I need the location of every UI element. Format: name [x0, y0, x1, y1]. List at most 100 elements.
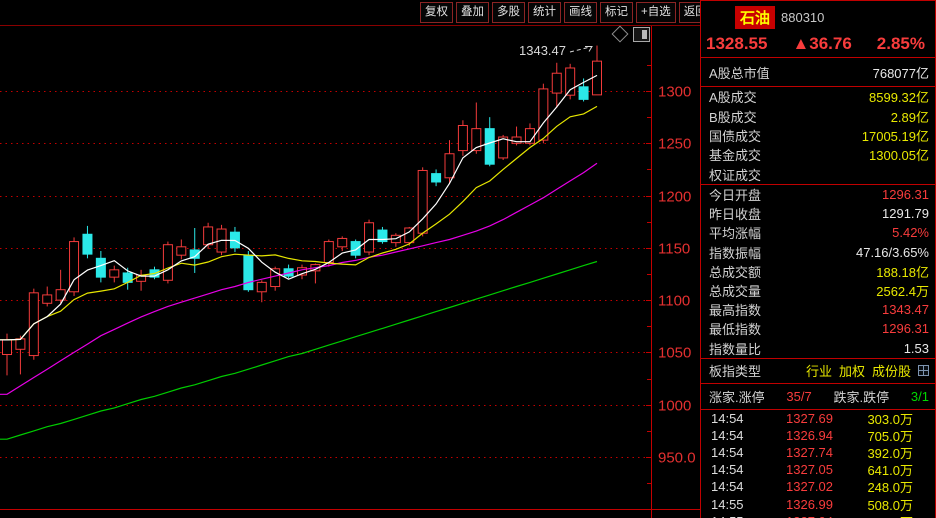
toolbar-button-4[interactable]: 画线 [564, 2, 597, 23]
tick-row: 14:55 1326.99 508.0万 [701, 496, 935, 513]
ma-line-MA-short [0, 74, 598, 341]
stat-row: 指数振幅 47.16/3.65% [701, 243, 935, 262]
candle [15, 338, 26, 350]
stat-row: 昨日收盘 1291.79 [701, 204, 935, 223]
stock-code: 880310 [781, 10, 825, 25]
candle [256, 281, 267, 293]
stat-value: 1.53 [903, 340, 929, 356]
toolbar-button-0[interactable]: 复权 [420, 2, 453, 23]
quote-panel: 石油 880310 1328.55 ▲36.76 2.85% A股总市值 768… [700, 0, 936, 518]
y-axis-label: 950.0 [658, 450, 696, 467]
tick-row: 14:551327.04573.0万 [701, 513, 935, 518]
stat-value: 1296.31 [882, 187, 929, 203]
stat-value: 1300.05亿 [869, 148, 929, 164]
tick-volume: 641.0万 [867, 463, 913, 479]
candlestick-layer [2, 45, 602, 376]
board-type-constituents[interactable]: 成份股 [871, 364, 911, 380]
y-axis-label: 1050 [658, 345, 691, 362]
candle [538, 88, 549, 141]
toolbar-button-6[interactable]: +自选 [636, 2, 676, 23]
candle [42, 294, 53, 304]
candle [377, 229, 388, 243]
stock-name[interactable]: 石油 [735, 6, 776, 29]
decliners-value: 3/1 [910, 388, 929, 404]
candle [404, 227, 415, 244]
stat-label: 板指类型 [709, 364, 762, 380]
stat-label: 指数振幅 [709, 245, 762, 261]
constituents-grid-icon[interactable] [918, 365, 929, 377]
candle [471, 128, 482, 152]
kline-chart[interactable]: 1300 1250 1200 1150 1100 1050 1000 950.0 1343.47 [0, 26, 700, 518]
tick-list[interactable]: 14:54 1327.69 303.0万 14:54 1326.94 705.0万 14:5… [701, 410, 935, 518]
last-price: 1328.55 [706, 34, 768, 53]
candle [484, 128, 495, 165]
tick-price: 1326.94 [786, 427, 833, 443]
market-cap-row: A股总市值 768077亿 [701, 58, 935, 87]
stat-row: 总成交量 2562.4万 [701, 281, 935, 300]
ma-line-MA-mid [0, 105, 598, 341]
stat-label: 总成交量 [709, 283, 762, 299]
stat-row: B股成交 2.89亿 [701, 106, 935, 125]
tick-volume: 303.0万 [867, 411, 913, 427]
candle [417, 169, 428, 234]
stat-row: 国债成交 17005.19亿 [701, 126, 935, 145]
advance-decline-row: 涨家.涨停 35/7 跌家.跌停 3/1 [701, 384, 935, 410]
tick-volume: 248.0万 [867, 480, 913, 496]
stat-label: 平均涨幅 [709, 226, 762, 242]
tick-row: 14:54 1326.94 705.0万 [701, 427, 935, 444]
index-stats-section: 今日开盘 1296.31 昨日收盘 1291.79 平均涨幅 5.42% 指数振幅 47.16… [701, 185, 935, 359]
stat-label: 国债成交 [709, 128, 762, 144]
period-high-annotation: 1343.47 [519, 43, 593, 58]
tick-price: 1327.74 [786, 445, 833, 461]
candle [578, 86, 589, 100]
stat-value: 8599.32亿 [869, 90, 929, 106]
y-axis-label: 1200 [658, 189, 691, 206]
tick-row: 14:54 1327.74 392.0万 [701, 444, 935, 461]
toolbar-button-1[interactable]: 叠加 [456, 2, 489, 23]
toolbar-button-3[interactable]: 统计 [528, 2, 561, 23]
stat-value: 188.18亿 [876, 264, 929, 280]
stat-row: 基金成交 1300.05亿 [701, 145, 935, 164]
stat-label: 最高指数 [709, 303, 762, 319]
candle [176, 246, 187, 256]
tick-time: 14:55 [711, 496, 744, 512]
board-type-weighted[interactable]: 加权 [838, 364, 865, 380]
stat-row: 权证成交 [701, 165, 935, 184]
tick-time: 14:54 [711, 410, 744, 426]
stat-value: 1343.47 [882, 302, 929, 318]
ma-line-MA-long [0, 162, 598, 395]
stat-label: 昨日收盘 [709, 207, 762, 223]
candle [109, 269, 120, 278]
toolbar-button-2[interactable]: 多股 [492, 2, 525, 23]
price-change-pct: 2.85% [876, 34, 925, 53]
y-axis-label: 1000 [658, 398, 691, 415]
candle [551, 72, 562, 94]
stat-value: 5.42% [892, 225, 929, 241]
decliners-label: 跌家.跌停 [833, 389, 890, 405]
candle [431, 173, 442, 183]
ma-line-MA-longest [0, 260, 598, 440]
candle [364, 222, 375, 253]
stat-value: 1291.79 [882, 206, 929, 222]
stat-label: 最低指数 [709, 322, 762, 338]
tick-price: 1327.04 [763, 514, 833, 518]
candle [162, 244, 173, 281]
chart-toolbar: 复权 叠加 多股 统计 画线 标记 +自选 返回 [420, 2, 712, 23]
stat-value: 47.16/3.65% [855, 244, 929, 260]
candle [498, 136, 509, 159]
tick-row: 14:54 1327.02 248.0万 [701, 478, 935, 495]
page-flip-icon-bar [642, 30, 647, 39]
tick-time: 14:54 [711, 479, 744, 495]
toolbar-button-5[interactable]: 标记 [600, 2, 633, 23]
advancers-label: 涨家.涨停 [709, 389, 765, 405]
page-flip-icon[interactable] [633, 27, 650, 42]
stat-row: 今日开盘 1296.31 [701, 185, 935, 204]
stat-row: 平均涨幅 5.42% [701, 223, 935, 242]
stat-label: A股成交 [709, 90, 757, 106]
stat-label: 基金成交 [709, 148, 762, 164]
grid-layer: 1300 1250 1200 1150 1100 1050 1000 950.0 [0, 26, 700, 518]
advancers-value: 35/7 [786, 388, 812, 404]
board-type-industry[interactable]: 行业 [805, 364, 832, 380]
tick-volume: 705.0万 [867, 428, 913, 444]
